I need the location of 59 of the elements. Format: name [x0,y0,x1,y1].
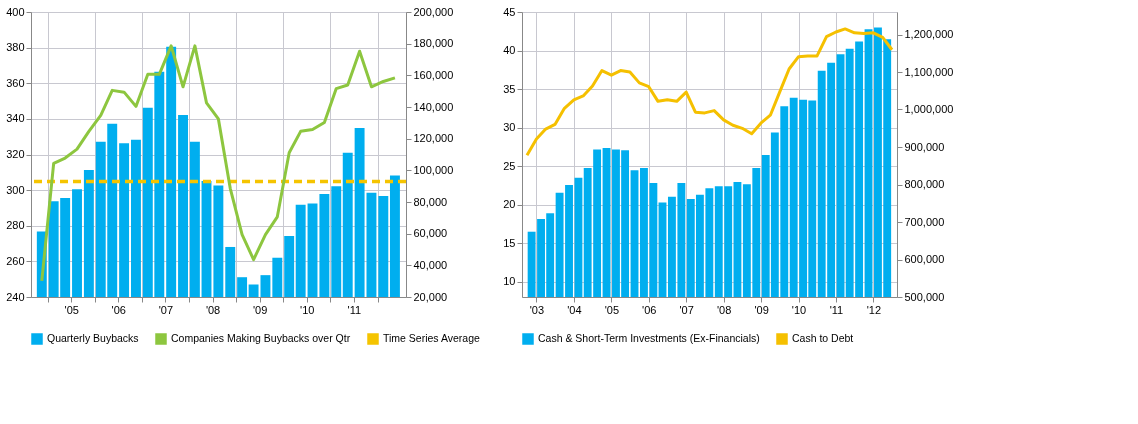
y-tick-label: 340 [6,112,25,125]
y-tick-label: 320 [6,148,25,160]
y-tick-label: 400 [6,5,25,18]
y2-tick-label: 800,000 [904,178,945,190]
y-tick-label: 35 [503,82,516,95]
y2-tick-label: 1,000,000 [904,103,954,115]
y-tick-label: 15 [503,236,516,249]
y2-tick-label: 40,000 [413,258,448,271]
y2-tick-label: 20,000 [413,290,448,303]
y-tick-label: 280 [6,219,25,232]
x-tick-label: '09 [252,303,268,316]
x-tick-label: '08 [716,303,732,316]
x-tick-label: '03 [529,303,545,316]
y2-tick-label: 100,000 [413,163,454,176]
y2-tick-label: 120,000 [413,132,454,145]
legend-label: Quarterly Buybacks [47,332,139,344]
x-tick-label: '07 [158,303,174,316]
x-tick-label: '05 [604,303,620,316]
y2-tick-label: 160,000 [413,68,454,81]
x-tick-label: '10 [791,303,807,316]
y2-tick-label: 500,000 [904,290,945,303]
legend-label: Cash & Short-Term Investments (Ex-Financials) [538,332,760,344]
y-tick-label: 30 [503,121,516,134]
y2-tick-label: 140,000 [413,100,454,113]
y-tick-label: 260 [6,254,25,267]
y-tick-label: 40 [503,44,516,57]
x-tick-label: '11 [829,303,844,316]
y2-tick-label: 600,000 [904,253,945,265]
y-tick-label: 380 [6,41,25,54]
line-series [525,27,894,157]
y2-tick-label: 200,000 [413,5,454,18]
legend-label: Cash to Debt [792,332,854,344]
y-tick-label: 45 [503,5,516,18]
x-tick-label: '10 [300,303,315,316]
y-tick-label: 10 [503,275,516,288]
y2-tick-label: 1,200,000 [904,28,954,40]
y2-tick-label: 900,000 [904,140,945,153]
x-tick-label: '12 [866,303,882,316]
y-tick-label: 20 [503,198,516,211]
line-series [40,44,397,283]
y-tick-label: 360 [6,76,25,89]
x-tick-label: '08 [205,303,221,316]
x-tick-label: '04 [567,303,582,316]
legend-label: Time Series Average [383,332,481,344]
x-tick-label: '06 [111,303,126,316]
y2-tick-label: 180,000 [413,37,454,50]
y2-tick-label: 700,000 [904,215,945,228]
y2-tick-label: 60,000 [413,227,448,240]
x-tick-label: '09 [754,303,769,316]
y2-tick-label: 80,000 [413,195,448,208]
legend-label: Companies Making Buybacks over Qtr [171,332,351,344]
x-tick-label: '06 [642,303,657,316]
y-tick-label: 240 [6,290,25,303]
y2-tick-label: 1,100,000 [904,65,954,78]
y-tick-label: 25 [503,159,516,172]
x-tick-label: '05 [64,303,79,316]
y-tick-label: 300 [6,183,25,196]
x-tick-label: '11 [347,303,362,316]
x-tick-label: '07 [679,303,694,316]
